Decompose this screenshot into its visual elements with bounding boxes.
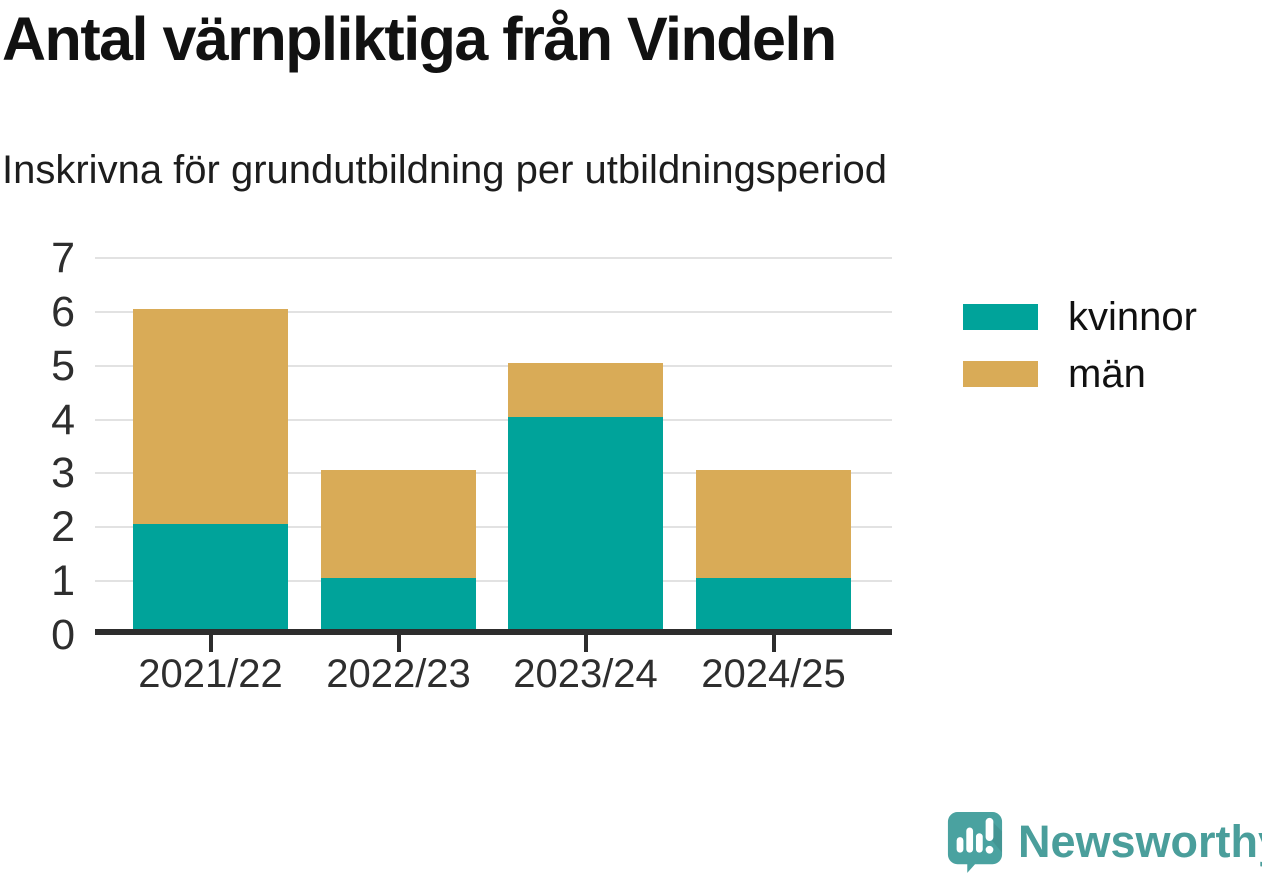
x-tick-label: 2023/24 [513, 652, 658, 696]
gridline [95, 257, 892, 259]
y-tick-label: 3 [51, 449, 75, 498]
y-tick-label: 2 [51, 503, 75, 552]
gridline [95, 526, 892, 529]
y-tick-label: 1 [51, 557, 75, 606]
x-axis-tick [771, 635, 776, 652]
chart-subtitle: Inskrivna för grundutbildning per utbild… [2, 148, 887, 192]
gridline [95, 310, 892, 313]
bar-segment-kvinnor [696, 578, 851, 632]
y-tick-label: 5 [51, 341, 75, 390]
x-axis-line [95, 629, 892, 635]
gridline [95, 580, 892, 583]
y-tick-label: 4 [51, 395, 75, 444]
logo-bar-2 [966, 827, 974, 853]
bar-segment-män [508, 362, 663, 417]
y-tick-label: 0 [51, 611, 75, 659]
x-axis-tick [208, 635, 213, 652]
bar-segment-män [696, 470, 851, 579]
x-tick-label: 2021/22 [138, 652, 283, 696]
legend-swatch [963, 361, 1038, 387]
legend-label: män [1068, 351, 1146, 396]
bar-segment-kvinnor [321, 578, 476, 632]
legend-item-män: män [963, 350, 1197, 398]
x-axis-tick [583, 635, 588, 652]
logo-exclamation-stem [985, 817, 994, 842]
gridline [95, 472, 892, 475]
gridline [95, 418, 892, 421]
speech-bubble-bar-chart-icon [947, 812, 1003, 873]
y-axis-labels: 0 1 2 3 4 5 6 7 [0, 234, 75, 678]
x-tick-label: 2022/23 [326, 652, 471, 696]
x-tick-label: 2024/25 [701, 652, 846, 696]
legend-item-kvinnor: kvinnor [963, 293, 1197, 341]
chart-title: Antal värnpliktiga från Vindeln [2, 5, 837, 73]
bar-segment-män [321, 470, 476, 579]
y-tick-label: 7 [51, 234, 75, 282]
bar-segment-män [133, 308, 288, 525]
x-axis-tick [396, 635, 401, 652]
newsworthy-wordmark: Newsworthy [1018, 816, 1262, 867]
newsworthy-logo: Newsworthy [946, 810, 1262, 874]
logo-exclamation-dot [985, 845, 994, 854]
plot-area: 2021/22 2022/23 2023/24 2024/25 [95, 257, 892, 696]
legend-label: kvinnor [1068, 294, 1197, 339]
bar-segment-kvinnor [508, 416, 663, 632]
logo-bar-1 [956, 837, 964, 853]
legend: kvinnor män [963, 293, 1197, 407]
bar-segment-kvinnor [133, 524, 288, 632]
logo-bar-3 [975, 833, 983, 853]
gridline [95, 364, 892, 367]
legend-swatch [963, 304, 1038, 330]
y-tick-label: 6 [51, 287, 75, 336]
